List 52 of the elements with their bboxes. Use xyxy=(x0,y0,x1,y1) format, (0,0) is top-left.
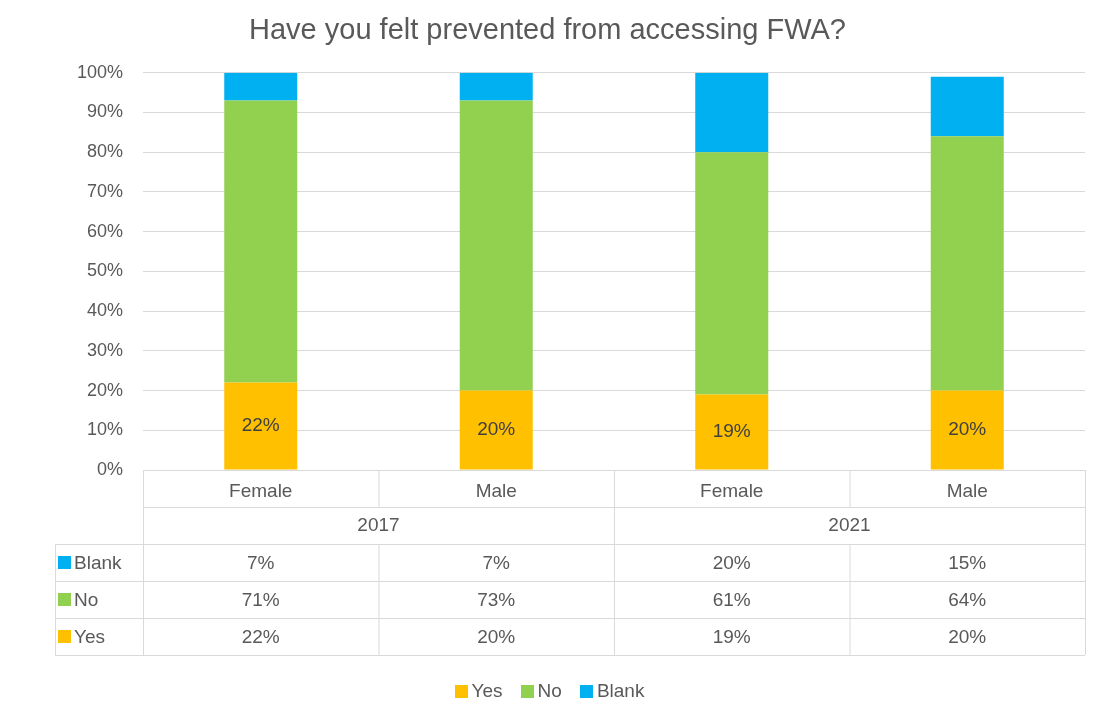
text: Yes xyxy=(471,680,503,701)
data-label: 22% xyxy=(241,625,280,647)
y-tick-label: 50% xyxy=(86,260,123,281)
text: 19% xyxy=(712,420,751,442)
y-tick-label: 10% xyxy=(86,419,123,440)
data-label: 20% xyxy=(948,625,987,647)
y-tick-label: 20% xyxy=(86,379,123,400)
y-tick-label: 80% xyxy=(86,141,123,162)
bar xyxy=(224,382,298,470)
text: 2021 xyxy=(828,513,871,535)
chart-title: Have you felt prevented from accessing FWA? xyxy=(249,13,846,46)
x-tick-label: Female xyxy=(229,479,293,501)
y-tick-label: 90% xyxy=(86,101,123,122)
bar xyxy=(224,72,298,101)
data-label: 15% xyxy=(948,551,987,573)
text: 22% xyxy=(241,414,280,436)
bar xyxy=(459,390,533,470)
data-label: 73% xyxy=(477,588,516,610)
bar xyxy=(930,76,1004,137)
legend-label: No xyxy=(74,588,99,610)
bar xyxy=(930,136,1004,391)
data-label: 64% xyxy=(948,588,987,610)
y-tick-label: 40% xyxy=(86,300,123,321)
text: Blank xyxy=(596,680,645,701)
data-label: 7% xyxy=(247,551,275,573)
data-label: 20% xyxy=(477,625,516,647)
y-tick-label: 60% xyxy=(86,220,123,241)
bar xyxy=(695,152,769,395)
text: 20% xyxy=(477,418,516,440)
y-tick-label: 100% xyxy=(76,61,123,82)
data-label: 20% xyxy=(712,551,751,573)
text: No xyxy=(537,680,562,701)
x-tick-label: Female xyxy=(700,479,764,501)
bar xyxy=(224,100,298,383)
bar xyxy=(459,72,533,101)
legend-label: Yes xyxy=(74,625,105,647)
x-tick-label: Male xyxy=(475,479,517,501)
data-label: 71% xyxy=(241,588,280,610)
data-label: 7% xyxy=(482,551,511,573)
legend-label: Blank xyxy=(74,551,123,573)
y-tick-label: 70% xyxy=(86,180,123,201)
data-label: 61% xyxy=(712,588,751,610)
bar xyxy=(695,72,769,153)
data-label: 19% xyxy=(712,625,751,647)
bar xyxy=(459,100,533,391)
y-tick-label: 0% xyxy=(96,458,123,479)
text: 2017 xyxy=(357,513,400,535)
text: 20% xyxy=(948,418,987,440)
bar xyxy=(930,390,1004,470)
x-tick-label: Male xyxy=(946,479,988,501)
bar xyxy=(695,394,769,470)
y-tick-label: 30% xyxy=(86,339,123,360)
